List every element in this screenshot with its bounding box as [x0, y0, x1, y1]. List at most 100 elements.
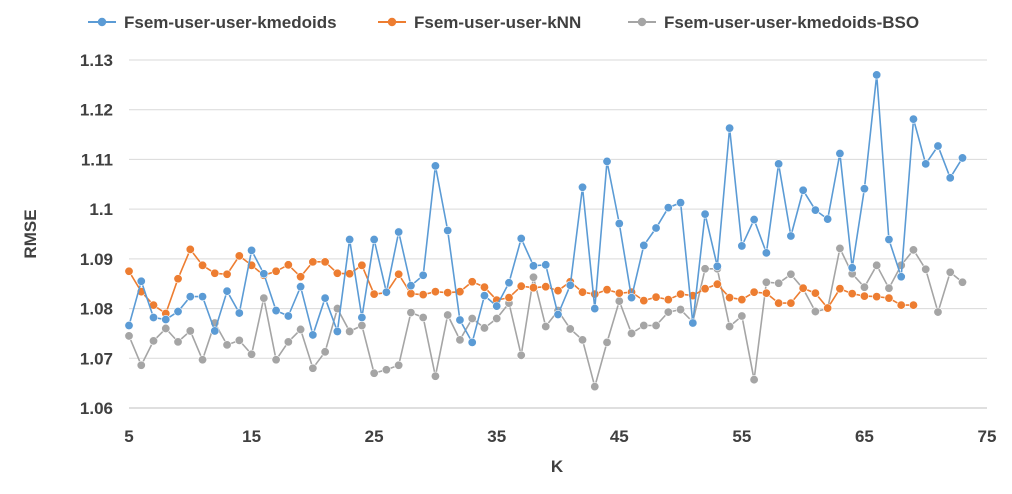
series-layer: [124, 70, 967, 392]
data-point: [296, 282, 306, 292]
data-point: [455, 315, 465, 325]
data-point: [663, 307, 673, 317]
x-axis-title: K: [551, 457, 564, 476]
data-point: [908, 245, 918, 255]
data-point: [908, 300, 918, 310]
data-point: [786, 231, 796, 241]
data-point: [872, 70, 882, 80]
data-point: [896, 300, 906, 310]
data-point: [553, 310, 563, 320]
data-point: [774, 159, 784, 169]
data-point: [467, 277, 477, 287]
data-point: [614, 296, 624, 306]
data-point: [516, 350, 526, 360]
data-point: [222, 286, 232, 296]
data-point: [430, 287, 440, 297]
legend-label: Fsem-user-user-kNN: [414, 13, 581, 32]
y-tick-label: 1.06: [80, 399, 113, 418]
data-point: [945, 267, 955, 277]
data-point: [320, 293, 330, 303]
x-tick-label: 5: [124, 427, 133, 446]
data-point: [663, 203, 673, 213]
x-tick-label: 55: [732, 427, 751, 446]
data-point: [614, 219, 624, 229]
data-point: [259, 293, 269, 303]
data-point: [430, 161, 440, 171]
x-tick-label: 15: [242, 427, 261, 446]
data-point: [210, 326, 220, 336]
data-point: [578, 287, 588, 297]
data-point: [639, 320, 649, 330]
legend-swatch-marker: [97, 17, 107, 27]
data-point: [443, 310, 453, 320]
data-point: [406, 289, 416, 299]
legend-item: Fsem-user-user-kNN: [378, 13, 581, 32]
data-point: [516, 233, 526, 243]
data-point: [761, 288, 771, 298]
data-point: [418, 290, 428, 300]
data-point: [528, 272, 538, 282]
data-point: [479, 282, 489, 292]
data-point: [651, 223, 661, 233]
data-point: [541, 260, 551, 270]
series-2: [124, 244, 918, 319]
data-point: [749, 215, 759, 225]
data-point: [565, 324, 575, 334]
data-point: [296, 272, 306, 282]
data-point: [627, 328, 637, 338]
data-point: [602, 156, 612, 166]
data-point: [541, 282, 551, 292]
x-tick-label: 65: [855, 427, 874, 446]
data-point: [798, 185, 808, 195]
data-point: [823, 303, 833, 313]
data-point: [149, 313, 159, 323]
data-point: [418, 270, 428, 280]
data-point: [921, 264, 931, 274]
data-point: [516, 281, 526, 291]
data-point: [921, 159, 931, 169]
data-point: [308, 257, 318, 267]
data-point: [467, 337, 477, 347]
data-point: [712, 261, 722, 271]
x-tick-label: 45: [610, 427, 629, 446]
data-point: [394, 360, 404, 370]
data-point: [945, 173, 955, 183]
data-point: [688, 318, 698, 328]
data-point: [676, 198, 686, 208]
legend-label: Fsem-user-user-kmedoids: [124, 13, 337, 32]
data-point: [234, 335, 244, 345]
data-point: [259, 269, 269, 279]
y-tick-label: 1.09: [80, 250, 113, 269]
data-point: [492, 314, 502, 324]
data-point: [320, 257, 330, 267]
data-point: [198, 260, 208, 270]
data-point: [896, 272, 906, 282]
data-point: [528, 261, 538, 271]
data-point: [578, 335, 588, 345]
data-point: [467, 314, 477, 324]
data-point: [369, 368, 379, 378]
legend-item: Fsem-user-user-kmedoids-BSO: [628, 13, 919, 32]
data-point: [602, 337, 612, 347]
data-point: [345, 326, 355, 336]
data-point: [872, 292, 882, 302]
data-point: [810, 288, 820, 298]
data-point: [173, 307, 183, 317]
data-point: [847, 263, 857, 273]
data-point: [774, 278, 784, 288]
data-point: [296, 324, 306, 334]
data-point: [394, 227, 404, 237]
data-point: [136, 360, 146, 370]
data-point: [774, 298, 784, 308]
y-tick-label: 1.08: [80, 300, 113, 319]
data-point: [872, 260, 882, 270]
data-point: [308, 330, 318, 340]
series-1: [124, 70, 967, 347]
data-point: [210, 268, 220, 278]
data-point: [835, 284, 845, 294]
data-point: [810, 307, 820, 317]
data-point: [700, 209, 710, 219]
data-point: [528, 283, 538, 293]
data-point: [234, 308, 244, 318]
